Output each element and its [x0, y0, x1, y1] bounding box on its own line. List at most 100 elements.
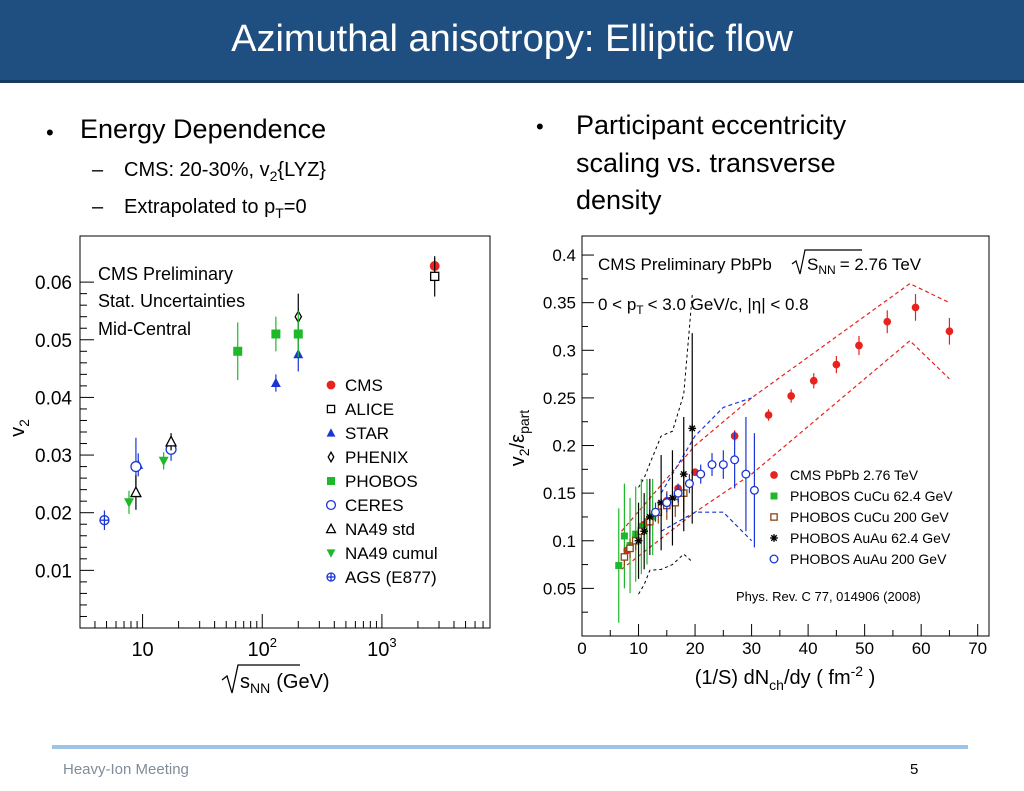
legend-marker [770, 492, 778, 500]
plot-frame [79, 235, 491, 629]
systematic-band-lower [621, 339, 950, 570]
data-point [271, 329, 281, 339]
data-point [158, 456, 169, 467]
legend-marker [326, 380, 336, 390]
legend-marker [326, 549, 336, 558]
bullet-dot: • [46, 120, 54, 145]
y-tick-label: 0.2 [552, 437, 576, 456]
x-tick-label: 20 [686, 639, 705, 658]
data-point [662, 498, 672, 508]
bullet-dot: • [536, 114, 544, 139]
x-tick-label: 50 [855, 639, 874, 658]
bullet-eccentricity-line1: Participant eccentricity [576, 110, 847, 140]
plot-frame [581, 235, 990, 637]
annotation-pt-range: 0 < pT < 3.0 GeV/c, |η| < 0.8 [598, 295, 809, 317]
systematic-band-lower [638, 553, 693, 595]
legend-marker [770, 471, 778, 479]
legend-marker [770, 513, 778, 521]
legend-label: PHOBOS CuCu 62.4 GeV [790, 488, 953, 504]
x-tick-label: 70 [968, 639, 987, 658]
legend-label: CMS [345, 376, 383, 395]
slide-title: Azimuthal anisotropy: Elliptic flow [231, 18, 793, 60]
data-point [883, 317, 892, 326]
data-point [233, 346, 243, 356]
data-point [293, 329, 303, 339]
energy-dependence-chart: 0.01 0.02 0.03 0.04 0.05 0.06 10 102 103 CMS Pre… [7, 235, 491, 696]
data-point [650, 507, 660, 517]
data-point [787, 392, 796, 400]
y-tick-label: 0.02 [35, 504, 72, 525]
x-tick-label: 0 [577, 639, 586, 658]
legend-label: STAR [345, 424, 389, 443]
sub-bullet-cms: CMS: 20-30%, v2{LYZ} [124, 159, 326, 184]
sub-bullet-extrapolated-suffix: =0 [283, 196, 307, 218]
data-point [718, 460, 728, 470]
legend-marker [325, 522, 337, 534]
sub-bullet-extrapolated: Extrapolated to pT=0 [124, 196, 307, 221]
legend-marker [769, 554, 779, 564]
legend-label: PHOBOS CuCu 200 GeV [790, 509, 949, 525]
legend-marker [770, 534, 778, 542]
y-tick-label: 0.15 [543, 484, 576, 503]
bullet-energy-dependence: Energy Dependence [80, 114, 327, 144]
annotation-cms-preliminary: CMS Preliminary [98, 264, 233, 284]
svg-text:sNN(GeV): sNN (GeV) [240, 671, 330, 696]
x-tick-label: 40 [799, 639, 818, 658]
data-point [741, 469, 751, 479]
footer-meeting-name: Heavy-Ion Meeting [63, 761, 189, 778]
y-tick-label: 0.06 [35, 273, 72, 294]
svg-text:v2/εpart: v2/εpart [507, 410, 532, 467]
systematic-band-upper [660, 397, 752, 494]
y-axis-label: v2 [7, 419, 32, 437]
data-point [124, 498, 134, 508]
data-point [855, 341, 863, 350]
data-point [684, 479, 694, 489]
data-point [130, 460, 142, 473]
legend-marker [326, 572, 336, 582]
sub-bullet-cms-text: CMS: 20-30%, v [124, 159, 270, 181]
y-axis-label: v2/εpart [507, 410, 532, 467]
y-tick-label: 0.1 [552, 532, 576, 551]
y-tick-label: 0.01 [35, 561, 72, 582]
svg-text:SNN= 2.76 TeV: SNN = 2.76 TeV [807, 255, 922, 277]
page-number: 5 [910, 761, 919, 778]
x-axis-label: (1/S) dNch/dy ( fm-2 ) [695, 663, 876, 693]
legend-label: NA49 std [345, 520, 415, 539]
svg-text:CMS Preliminary PbPb: CMS Preliminary PbPb [598, 255, 772, 274]
footer-divider [52, 745, 968, 749]
data-point [696, 469, 706, 479]
x-tick-label: 10 [629, 639, 648, 658]
y-tick-label: 0.05 [35, 331, 72, 352]
data-point [668, 494, 677, 502]
data-point [99, 515, 110, 526]
data-point [626, 544, 634, 553]
legend-label: CMS PbPb 2.76 TeV [790, 467, 919, 483]
data-point [749, 485, 759, 495]
x-tick-label: 10 [131, 639, 153, 661]
data-point [707, 460, 717, 470]
legend-marker [327, 477, 335, 485]
legend-label: ALICE [345, 400, 394, 419]
data-point [645, 513, 654, 521]
sub-bullet-dash: – [92, 159, 104, 181]
eccentricity-scaling-chart: 0.05 0.1 0.15 0.2 0.25 0.3 0.35 0.4 0 10 20 30 40 50 6… [507, 235, 990, 693]
data-point [764, 411, 773, 419]
bullet-eccentricity-line3: density [576, 185, 662, 215]
sub-bullet-cms-suffix: {LYZ} [277, 159, 326, 181]
y-tick-label: 0.4 [552, 246, 576, 265]
y-tick-label: 0.25 [543, 389, 576, 408]
legend-marker [326, 404, 336, 414]
legend-label: NA49 cumul [345, 544, 438, 563]
data-point [945, 327, 954, 336]
data-point [730, 455, 740, 465]
systematic-band-upper [638, 295, 693, 488]
data-point [673, 488, 683, 498]
legend-label: CERES [345, 496, 404, 515]
legend-label: PHOBOS [345, 472, 418, 491]
y-tick-label: 0.35 [543, 294, 576, 313]
legend-label: PHOBOS AuAu 200 GeV [790, 551, 947, 567]
y-tick-label: 0.04 [35, 388, 72, 409]
data-point [129, 485, 142, 498]
x-tick-label: 102 [248, 635, 277, 661]
data-point [165, 434, 178, 447]
